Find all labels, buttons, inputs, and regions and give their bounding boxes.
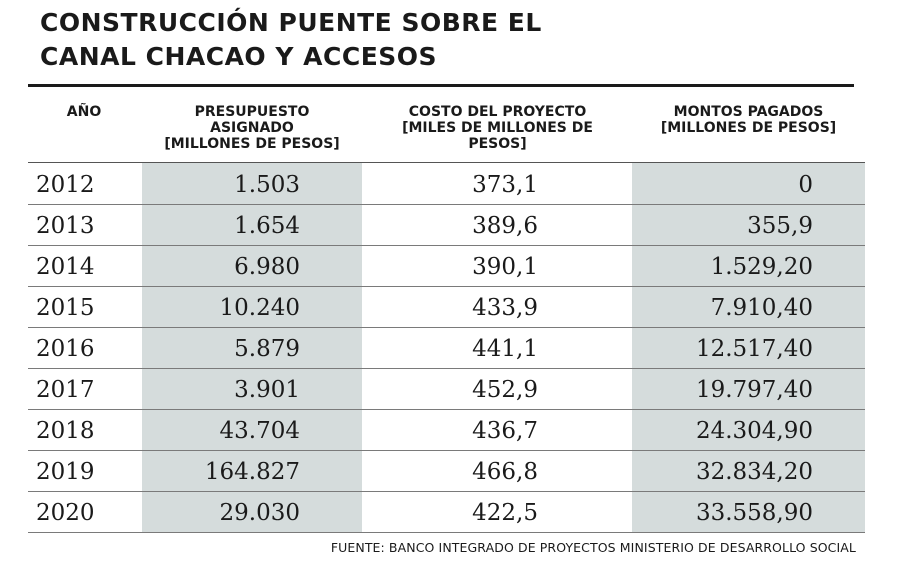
source-note: FUENTE: BANCO INTEGRADO DE PROYECTOS MIN… [330,540,856,555]
cell-presupuesto: 10.240 [219,295,300,321]
header-year: AÑO [58,104,110,120]
cell-costo: 422,5 [472,500,538,526]
row-divider [28,286,865,287]
cell-presupuesto: 3.901 [234,377,300,403]
cell-presupuesto: 6.980 [234,254,300,280]
row-divider [28,327,865,328]
cell-costo: 452,9 [472,377,538,403]
header-year-label: AÑO [66,104,102,120]
row-divider [28,368,865,369]
table-title: CONSTRUCCIÓN PUENTE SOBRE EL CANAL CHACA… [40,6,542,74]
row-divider [28,491,865,492]
cell-presupuesto: 1.654 [234,213,300,239]
cell-year: 2012 [36,172,95,198]
title-line-2: CANAL CHACAO Y ACCESOS [40,42,438,71]
cell-montos: 19.797,40 [695,377,813,403]
cell-costo: 373,1 [472,172,538,198]
header-presupuesto-line-3: [MILLONES DE PESOS] [164,136,340,152]
row-divider [28,450,865,451]
header-presupuesto-line-1: PRESUPUESTO [194,104,310,120]
header-montos: MONTOS PAGADOS [MILLONES DE PESOS] [632,104,865,136]
cell-year: 2018 [36,418,95,444]
cell-costo: 390,1 [472,254,538,280]
shaded-column-montos [632,163,865,532]
cell-year: 2014 [36,254,95,280]
cell-year: 2013 [36,213,95,239]
cell-montos: 32.834,20 [695,459,813,485]
row-divider [28,532,865,533]
cell-presupuesto: 5.879 [234,336,300,362]
header-montos-line-1: MONTOS PAGADOS [673,104,824,120]
header-costo-line-1: COSTO DEL PROYECTO [408,104,587,120]
cell-costo: 441,1 [472,336,538,362]
cell-presupuesto: 29.030 [219,500,300,526]
header-montos-line-2: [MILLONES DE PESOS] [660,120,837,136]
row-divider [28,245,865,246]
cell-montos: 33.558,90 [695,500,813,526]
header-costo-line-3: PESOS] [468,136,527,152]
cell-costo: 433,9 [472,295,538,321]
cell-presupuesto: 43.704 [219,418,300,444]
cell-montos: 7.910,40 [710,295,813,321]
cell-presupuesto: 164.827 [204,459,300,485]
row-divider [28,409,865,410]
cell-montos: 355,9 [747,213,813,239]
cell-montos: 1.529,20 [710,254,813,280]
header-presupuesto-line-2: ASIGNADO [210,120,294,136]
header-rule [28,162,865,163]
shaded-column-presupuesto [142,163,362,532]
title-line-1: CONSTRUCCIÓN PUENTE SOBRE EL [40,8,542,37]
cell-year: 2019 [36,459,95,485]
cell-montos: 0 [798,172,813,198]
title-rule [28,84,854,87]
cell-presupuesto: 1.503 [234,172,300,198]
cell-montos: 12.517,40 [695,336,813,362]
row-divider [28,204,865,205]
cell-costo: 466,8 [472,459,538,485]
header-presupuesto: PRESUPUESTO ASIGNADO [MILLONES DE PESOS] [142,104,362,152]
cell-costo: 436,7 [472,418,538,444]
cell-year: 2017 [36,377,95,403]
cell-costo: 389,6 [472,213,538,239]
header-costo-line-2: [MILES DE MILLONES DE [402,120,593,136]
cell-year: 2015 [36,295,95,321]
cell-montos: 24.304,90 [695,418,813,444]
cell-year: 2016 [36,336,95,362]
header-costo: COSTO DEL PROYECTO [MILES DE MILLONES DE… [370,104,625,152]
cell-year: 2020 [36,500,95,526]
